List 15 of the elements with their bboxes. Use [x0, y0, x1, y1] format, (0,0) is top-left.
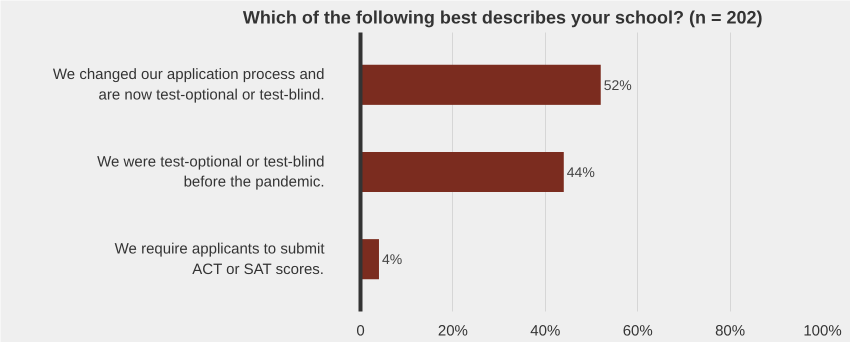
- x-tick-label: 20%: [438, 322, 468, 340]
- data-label: 52%: [604, 76, 632, 93]
- y-tick-label: We changed our application process and are now test-optional or test-blind.: [52, 66, 325, 104]
- x-tick-label: 60%: [622, 322, 653, 340]
- x-tick-label: 100%: [803, 322, 842, 340]
- bar: [360, 152, 564, 192]
- x-tick-label: 80%: [715, 322, 746, 340]
- chart-title: Which of the following best describes your school? (n = 202): [242, 8, 763, 28]
- bar: [360, 64, 601, 105]
- x-tick-label: 40%: [530, 322, 560, 340]
- y-tick-label: We require applicants to submit ACT or SAT scores.: [114, 240, 326, 278]
- y-tick-label: We were test-optional or test-blind before the pandemic.: [97, 153, 325, 191]
- data-label: 4%: [382, 251, 402, 268]
- data-label: 44%: [566, 164, 595, 180]
- x-tick-label: 0: [356, 322, 365, 340]
